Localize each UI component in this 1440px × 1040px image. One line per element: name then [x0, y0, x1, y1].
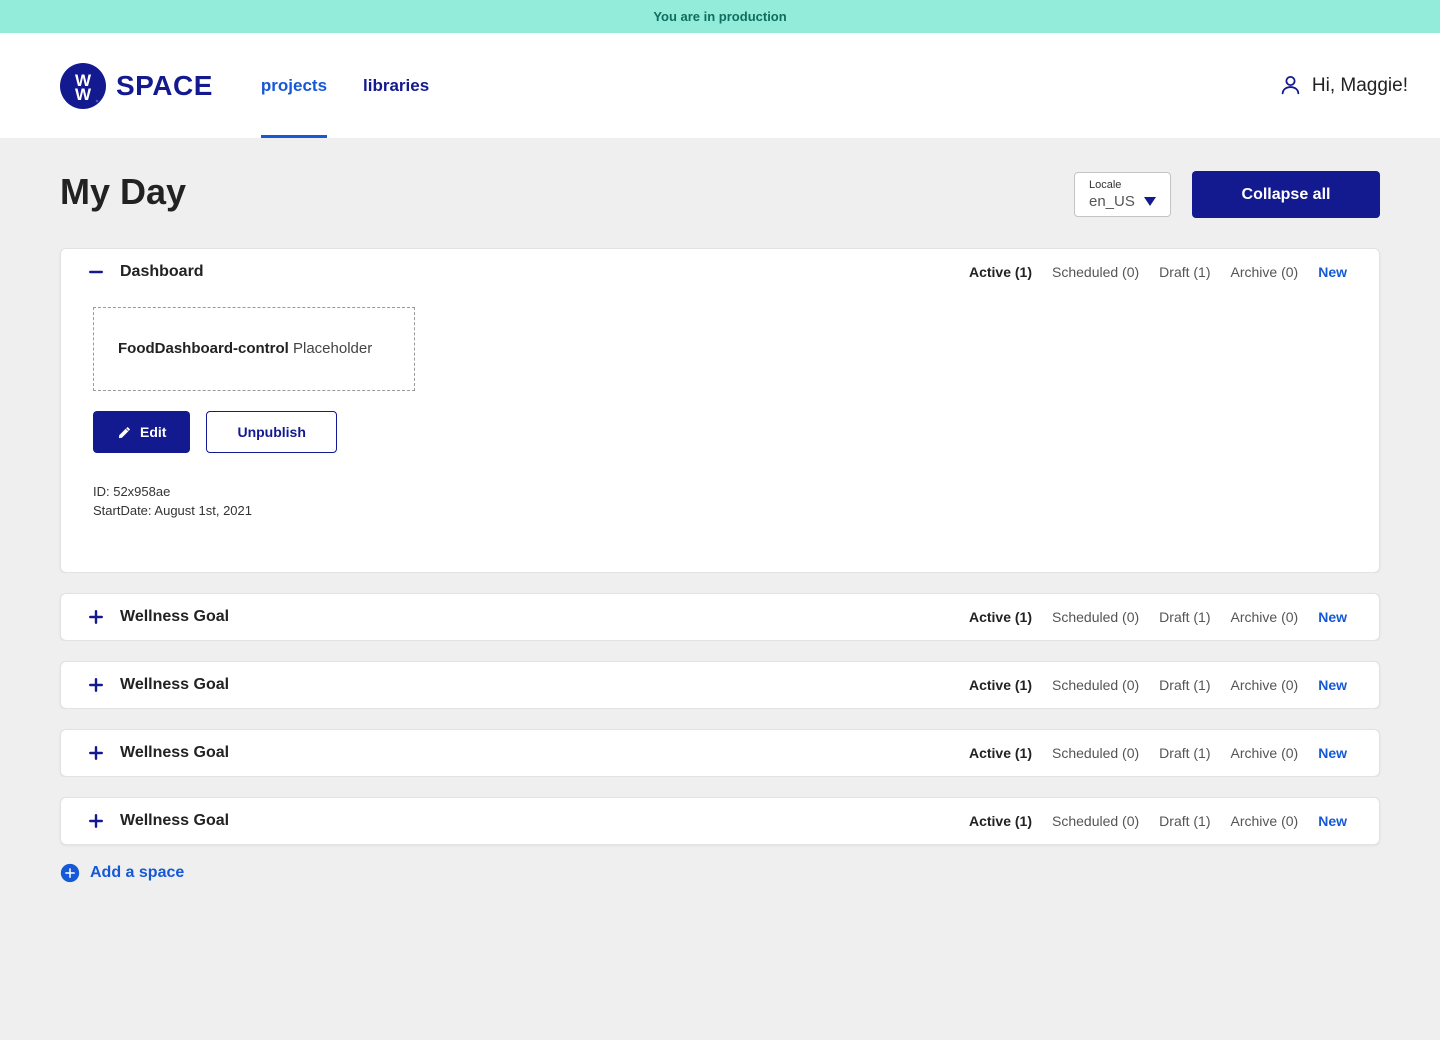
svg-text:W: W: [75, 85, 92, 104]
